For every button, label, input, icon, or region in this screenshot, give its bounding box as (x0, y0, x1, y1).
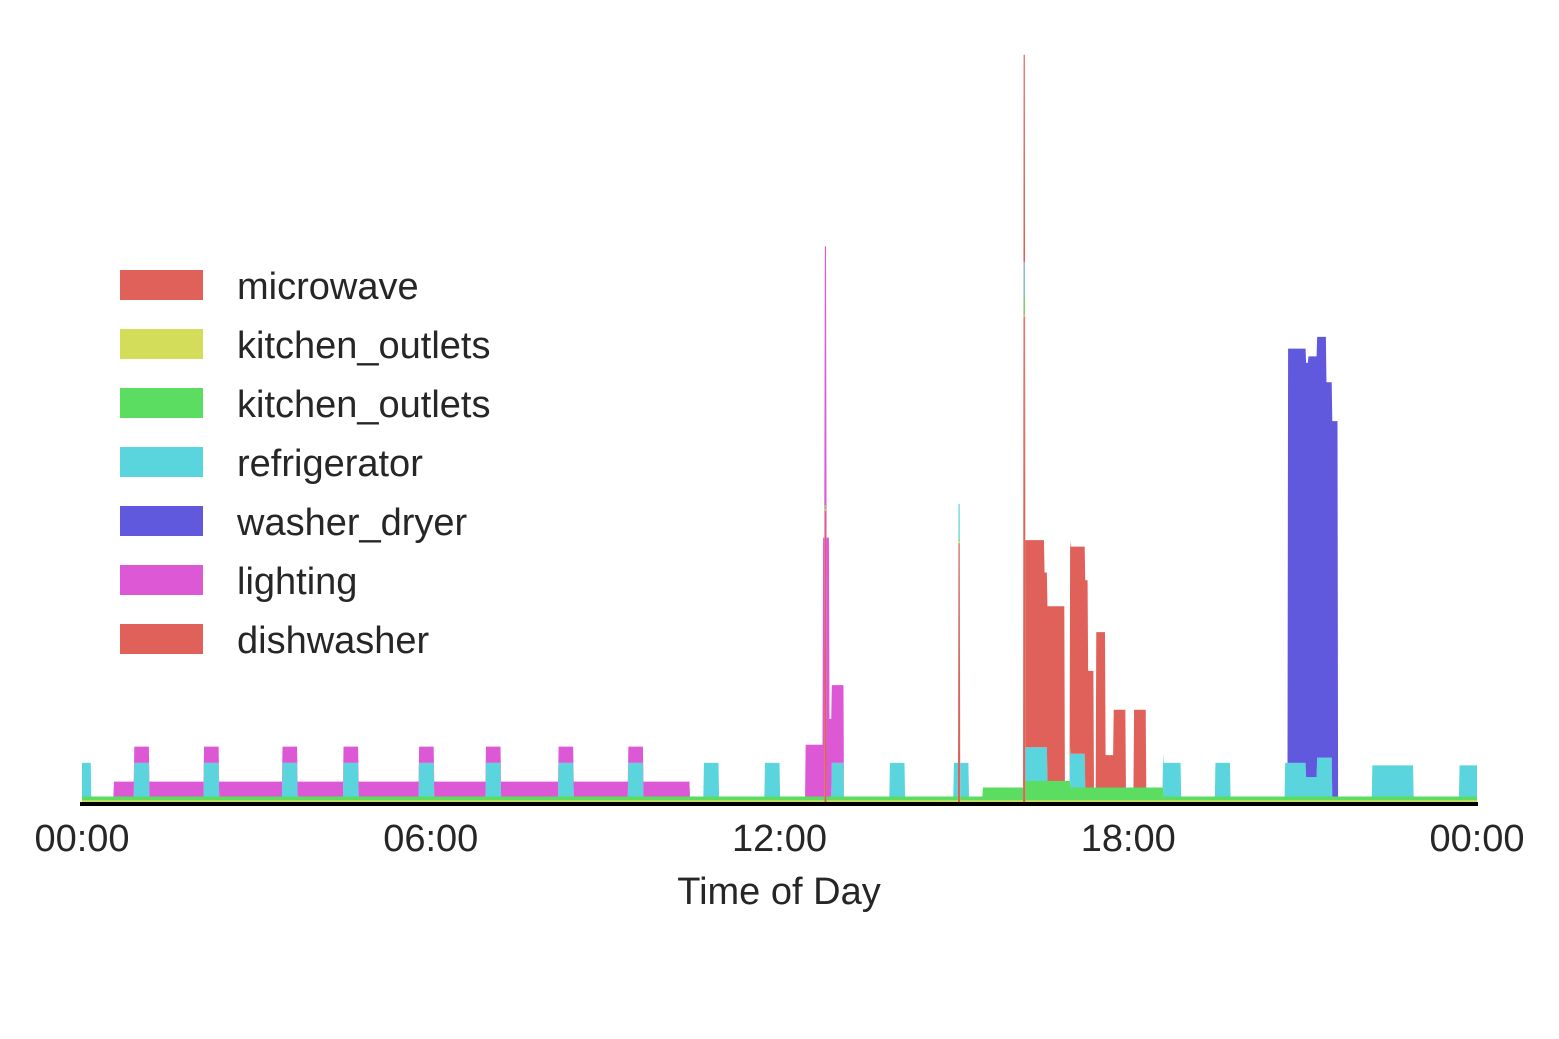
legend-label: lighting (237, 561, 357, 603)
legend-swatch (120, 329, 203, 359)
legend: microwave kitchen_outlets kitchen_outletsr… (120, 266, 491, 662)
legend-label: washer_dryer (236, 502, 468, 544)
x-tick-label: 06:00 (383, 818, 478, 860)
x-tick-label: 00:00 (1429, 818, 1524, 860)
series-layer (82, 54, 1477, 802)
legend-swatch (120, 388, 203, 418)
legend-label: kitchen_outlets (237, 325, 491, 367)
legend-swatch (120, 506, 203, 536)
legend-swatch (120, 565, 203, 595)
x-tick-label: 00:00 (34, 818, 129, 860)
x-tick-label: 12:00 (732, 818, 827, 860)
x-axis-label: Time of Day (677, 871, 880, 913)
x-tick-labels: 00:00 06:00 12:00 18:00 00:00 (34, 818, 1524, 860)
legend-label: kitchen_outlets (237, 384, 491, 426)
series-area-kitchen-outlets-2 (82, 295, 1477, 801)
legend-label: dishwasher (237, 620, 430, 662)
x-tick-label: 18:00 (1081, 818, 1176, 860)
legend-swatch (120, 270, 203, 300)
legend-label: refrigerator (237, 443, 423, 485)
legend-swatch (120, 624, 203, 654)
series-area-washer-dryer-4 (82, 261, 1477, 797)
legend-swatch (120, 447, 203, 477)
legend-label: microwave (237, 266, 419, 308)
